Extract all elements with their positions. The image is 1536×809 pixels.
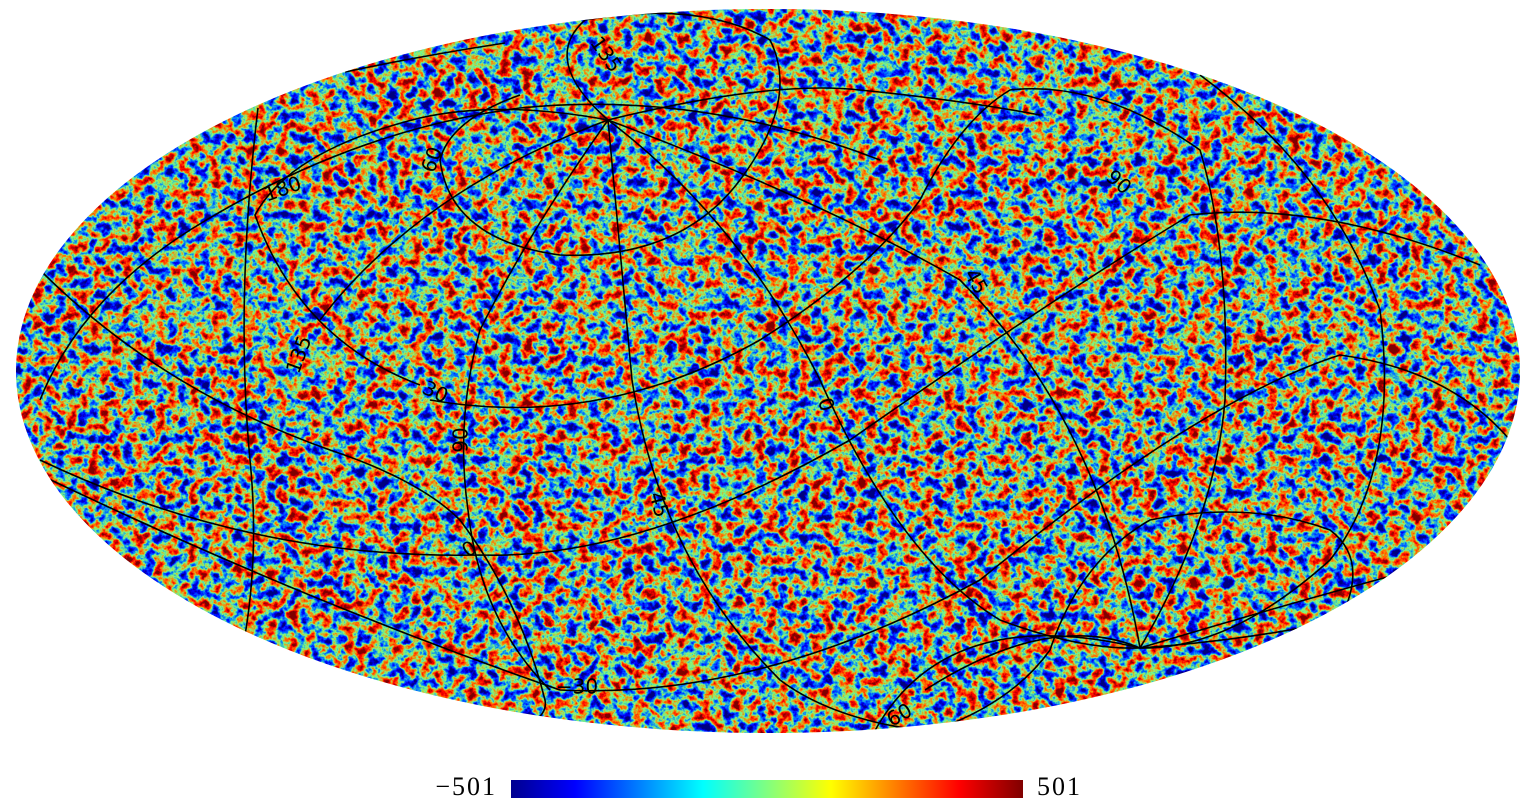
graticule: [29, 12, 1511, 733]
graticule-label: 90: [449, 427, 473, 452]
graticule-label: −30: [556, 675, 598, 699]
colorbar: [511, 780, 1023, 798]
temperature-field: [16, 9, 1520, 733]
colorbar-min-label: −501: [435, 772, 497, 801]
colorbar-max-label: 501: [1037, 772, 1082, 801]
map-field: [16, 9, 1520, 733]
